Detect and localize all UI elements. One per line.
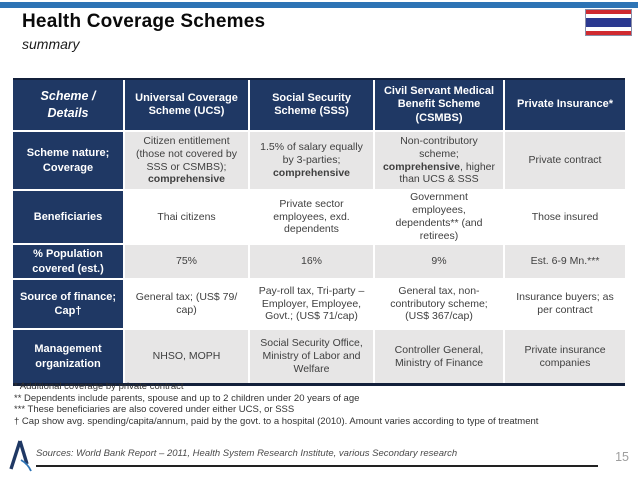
column-header-csmbs: Civil Servant Medical Benefit Scheme (CS… [375, 80, 503, 130]
table-cell: Those insured [505, 191, 625, 243]
source-block: Sources: World Bank Report – 2011, Healt… [36, 443, 598, 467]
table-cell: Est. 6-9 Mn.*** [505, 245, 625, 278]
flag-stripe-white [586, 26, 631, 31]
table-cell: 9% [375, 245, 503, 278]
health-schemes-table: Scheme / Details Universal Coverage Sche… [13, 78, 625, 386]
row-header-source-of-finance: Source of finance; Cap† [13, 280, 123, 328]
row-header-beneficiaries: Beneficiaries [13, 191, 123, 243]
footnotes: * Additional coverage by private contrac… [14, 381, 624, 427]
table-cell: Social Security Office, Ministry of Labo… [250, 330, 373, 383]
footnote: *** These beneficiaries are also covered… [14, 404, 295, 415]
table-cell: 16% [250, 245, 373, 278]
footnote: † Cap show avg. spending/capita/annum, p… [14, 415, 539, 427]
column-header-ucs: Universal Coverage Scheme (UCS) [125, 80, 248, 130]
table-cell: 1.5% of salary equally by 3-parties; com… [250, 132, 373, 189]
page-subtitle: summary [22, 36, 80, 52]
thailand-flag-icon [585, 9, 632, 36]
table-cell: Government employees, dependents** (and … [375, 191, 503, 243]
footnote: ** Dependents include parents, spouse an… [14, 392, 360, 404]
row-header-population-covered: % Population covered (est.) [13, 245, 123, 278]
table-cell: Citizen entitlement (those not covered b… [125, 132, 248, 189]
table-cell: Non-contributory scheme; comprehensive, … [375, 132, 503, 189]
source-text: Sources: World Bank Report – 2011, Healt… [36, 448, 458, 459]
column-header-sss: Social Security Scheme (SSS) [250, 80, 373, 130]
table-cell: NHSO, MOPH [125, 330, 248, 383]
flag-stripe-white [586, 14, 631, 19]
column-header-private: Private Insurance* [505, 80, 625, 130]
title-block: Health Coverage Schemes summary [22, 11, 265, 52]
page-title: Health Coverage Schemes [22, 11, 266, 32]
flag-stripe-red [586, 10, 631, 15]
table-cell: General tax; (US$ 79/ cap) [125, 280, 248, 328]
top-accent-bar [0, 2, 638, 8]
company-logo-icon [8, 438, 32, 477]
corner-header: Scheme / Details [13, 80, 123, 130]
table-cell: Private contract [505, 132, 625, 189]
table-cell: Private sector employees, exd. dependent… [250, 191, 373, 243]
table-cell: Thai citizens [125, 191, 248, 243]
row-header-scheme-nature: Scheme nature; Coverage [13, 132, 123, 189]
table-cell: Insurance buyers; as per contract [505, 280, 625, 328]
table-cell: Pay-roll tax, Tri-party – Employer, Empl… [250, 280, 373, 328]
table-cell: 75% [125, 245, 248, 278]
row-header-management-organization: Management organization [13, 330, 123, 383]
table-cell: Private insurance companies [505, 330, 625, 383]
flag-stripe-red [586, 30, 631, 36]
footnote: * Additional coverage by private contrac… [14, 381, 184, 392]
page-number: 15 [615, 450, 629, 464]
table-cell: General tax, non-contributory scheme; (U… [375, 280, 503, 328]
flag-stripe-blue [586, 18, 631, 27]
table-cell: Controller General, Ministry of Finance [375, 330, 503, 383]
